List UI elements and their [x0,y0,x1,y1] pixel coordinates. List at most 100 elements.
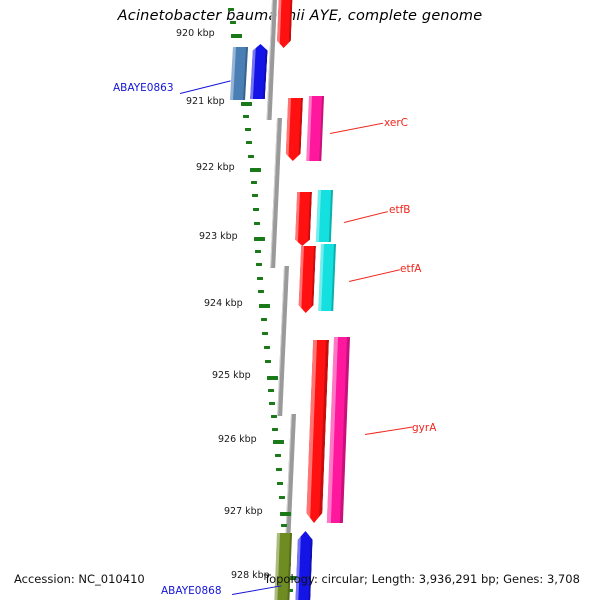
feature-highlight [250,44,256,99]
gene-label-gyra[interactable]: gyrA [412,422,437,434]
feature-highlight [306,96,313,161]
ruler-tick-major [254,237,265,241]
feature-body [306,96,324,161]
ruler-tick-minor [248,155,254,158]
ruler-tick-minor [258,290,264,293]
feature-highlight [298,246,304,313]
ruler-tick-minor [256,263,262,266]
ruler-tick-minor [246,141,252,144]
page-title: Acinetobacter baumannii AYE, complete ge… [117,8,483,24]
gene-abaye0863-steelblue[interactable] [230,47,248,100]
feature-body [250,44,268,99]
feature-shadow [328,190,333,242]
gene-top-red[interactable] [277,0,293,48]
feature-highlight [306,340,317,523]
gene-etfb-red[interactable] [295,192,312,246]
ruler-tick-minor [262,332,268,335]
ruler-tick-major [273,440,284,444]
ruler-tick-minor [257,277,263,280]
ruler-tick-major [267,376,278,380]
ruler-tick-label: 922 kbp [196,162,235,173]
gene-gyra-red[interactable] [306,340,329,523]
leader-line-abaye0863 [180,80,231,94]
gene-label-abaye0868[interactable]: ABAYE0868 [161,585,222,597]
feature-body [295,531,313,600]
ruler-tick-label: 924 kbp [204,298,243,309]
ruler-tick-minor [228,8,234,11]
feature-highlight [295,192,301,246]
leader-line-etfb [344,211,388,223]
ruler-tick-minor [251,181,257,184]
gene-gyra-magenta[interactable] [326,337,350,523]
backbone-segment [277,266,289,416]
ruler-tick-minor [277,482,283,485]
gene-xerc-magenta[interactable] [306,96,324,161]
feature-shadow [308,531,313,600]
feature-shadow [318,96,324,161]
ruler-tick-label: 920 kbp [176,28,215,39]
ruler-tick-minor [279,496,285,499]
leader-line-gyra [365,426,413,435]
gene-abaye0868-olive[interactable] [274,533,292,600]
ruler-tick-minor [245,128,251,131]
ruler-tick-minor [261,318,267,321]
ruler-tick-major [280,512,291,516]
feature-shadow [242,47,248,100]
topology-text: Topology: circular; Length: 3,936,291 bp… [264,572,580,586]
accession-text: Accession: NC_010410 [14,572,145,586]
feature-body [277,0,293,48]
ruler-tick-label: 921 kbp [186,96,225,107]
ruler-tick-minor [269,402,275,405]
gene-label-etfa[interactable]: etfA [400,263,422,275]
gene-abaye0863-blue[interactable] [250,44,268,99]
feature-body [295,192,312,246]
ruler-tick-minor [255,250,261,253]
feature-highlight [285,98,291,161]
gene-xerc-red[interactable] [285,98,303,161]
ruler-tick-major [241,102,252,106]
feature-body [298,246,316,313]
ruler-tick-label: 923 kbp [199,231,238,242]
feature-body [274,533,292,600]
gene-label-xerc[interactable]: xerC [384,117,408,129]
feature-highlight [326,337,338,523]
feature-highlight [274,533,281,600]
feature-shadow [298,98,303,161]
gene-etfa-cyan[interactable] [318,244,336,311]
feature-highlight [318,244,325,311]
gene-etfa-red[interactable] [298,246,316,313]
feature-highlight [277,0,282,48]
ruler-tick-major [286,576,297,580]
feature-highlight [315,190,322,242]
feature-body [306,340,329,523]
feature-body [230,47,248,100]
gene-etfb-cyan[interactable] [315,190,333,242]
ruler-tick-minor [272,428,278,431]
gene-label-etfb[interactable]: etfB [389,204,411,216]
ruler-tick-label: 927 kbp [224,506,263,517]
feature-shadow [311,246,316,313]
leader-line-etfa [349,269,400,282]
ruler-tick-label: 926 kbp [218,434,257,445]
ruler-tick-minor [243,115,249,118]
ruler-tick-minor [230,21,236,24]
ruler-tick-minor [268,389,274,392]
ruler-tick-minor [287,589,293,592]
ruler-tick-minor [265,360,271,363]
ruler-tick-major [231,34,242,38]
ruler-tick-minor [252,194,258,197]
leader-line-xerc [330,122,384,134]
gene-label-abaye0863[interactable]: ABAYE0863 [113,82,174,94]
backbone-segment [270,118,282,268]
ruler-tick-minor [253,208,259,211]
feature-shadow [340,337,350,523]
feature-highlight [230,47,237,100]
ruler-tick-minor [264,346,270,349]
feature-body [326,337,350,523]
feature-body [318,244,336,311]
feature-shadow [307,192,312,246]
gene-abaye0868-blue[interactable] [295,531,313,600]
ruler-tick-major [250,168,261,172]
feature-body [285,98,303,161]
